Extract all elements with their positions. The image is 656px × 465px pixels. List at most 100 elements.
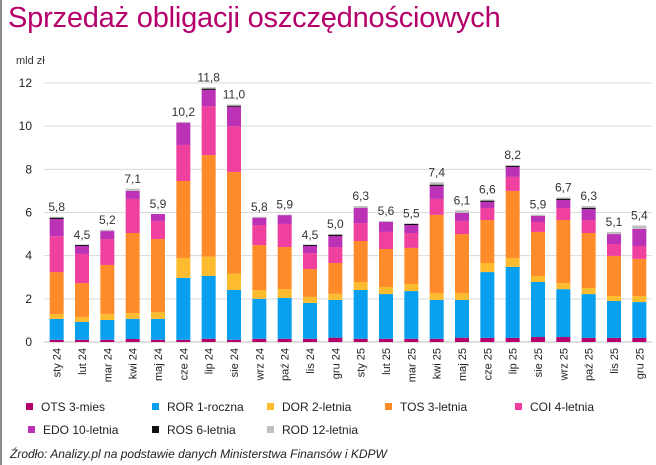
bar-segment — [303, 245, 317, 254]
y-tick-label: 0 — [25, 335, 32, 349]
bar-segment — [429, 182, 444, 185]
bar-segment — [277, 338, 292, 342]
bar-segment — [632, 302, 647, 338]
bar-segment — [277, 215, 292, 224]
bar-segment — [125, 318, 140, 339]
bar-segment — [556, 337, 571, 342]
bar-segment — [429, 214, 444, 294]
source-note: Źrodło: Analizy.pl na podstawie danych M… — [10, 447, 387, 461]
bar-segment — [201, 87, 216, 89]
bar-segment — [505, 266, 520, 338]
legend-swatch — [152, 403, 159, 410]
bar-segment — [49, 313, 64, 319]
bar-segment — [607, 244, 621, 256]
chart-area: mld zł 0 2 4 6 8 10 12 5,8 sty 24 4,5 lut 24 5,2 mar … — [16, 55, 652, 382]
legend-item-dor: DOR 2-letnia — [267, 400, 351, 414]
bar-segment — [581, 288, 596, 295]
bar-segment — [632, 337, 647, 342]
bar-segment — [49, 339, 64, 342]
bar-segment — [556, 198, 571, 200]
bar-segment — [100, 339, 115, 342]
bar-segment — [303, 269, 317, 297]
legend-swatch — [515, 403, 522, 410]
bar-segment — [632, 258, 647, 297]
bar-segment — [455, 234, 469, 294]
x-tick-label: wrz 24 — [254, 348, 266, 381]
legend-label: ROS 6-letnia — [167, 423, 236, 437]
bar-segment — [328, 263, 343, 294]
bar-segment — [303, 296, 317, 303]
y-tick-label: 10 — [19, 119, 33, 133]
x-tick-label: maj 25 — [457, 348, 469, 381]
x-tick-label: wrz 25 — [558, 348, 570, 381]
x-tick-label: kwi 24 — [128, 348, 140, 379]
bar-segment — [455, 210, 469, 213]
bar-segment — [176, 180, 191, 259]
legend-swatch — [385, 403, 392, 410]
bar-segment — [227, 171, 241, 274]
bar-segment — [455, 299, 469, 338]
bar-segment — [125, 338, 140, 342]
bar-segment — [176, 339, 191, 342]
bar-segment — [176, 258, 191, 278]
bar-segment — [201, 275, 216, 339]
x-tick-label: cze 25 — [482, 348, 494, 380]
bar-segment — [303, 244, 317, 246]
legend-swatch — [28, 426, 35, 433]
bar-segment — [379, 221, 393, 232]
bar-segment — [151, 311, 165, 319]
bar-segment — [176, 144, 191, 181]
x-tick-label: lut 25 — [381, 348, 393, 375]
legend-item-ots: OTS 3-mies — [26, 400, 105, 414]
data-label: 5,4 — [631, 208, 648, 222]
bar-segment — [252, 338, 267, 342]
bar-segment — [49, 318, 64, 340]
bar-segment — [404, 223, 419, 224]
bar-segment — [480, 337, 495, 342]
bar-segment — [227, 104, 241, 106]
x-tick-label: sie 24 — [229, 348, 241, 377]
bar-segment — [480, 220, 495, 264]
data-label: 5,8 — [48, 200, 65, 214]
bar-segment — [480, 201, 495, 208]
data-label: 7,1 — [124, 172, 141, 186]
bar-segment — [277, 214, 292, 216]
bar-segment — [632, 296, 647, 303]
bar-segment — [556, 289, 571, 338]
bar-segment — [379, 221, 393, 222]
bar-segment — [607, 337, 621, 342]
y-tick-label: 6 — [25, 206, 32, 220]
bar-segment — [49, 217, 64, 219]
bar-segment — [303, 253, 317, 270]
x-tick-label: paź 25 — [584, 348, 596, 381]
data-label: 8,2 — [504, 148, 521, 162]
bar-segment — [328, 234, 343, 235]
bar-segment — [353, 338, 368, 342]
legend-item-edo: EDO 10-letnia — [28, 423, 118, 437]
x-tick-label: sty 24 — [52, 348, 64, 377]
bar-segment — [125, 188, 140, 191]
bar-segment — [201, 155, 216, 257]
y-tick-label: 2 — [25, 292, 32, 306]
data-label: 5,1 — [606, 215, 623, 229]
bar-segment — [556, 220, 571, 284]
bar-segment — [328, 236, 343, 248]
bar-segment — [353, 281, 368, 290]
bar-segment — [505, 165, 520, 166]
x-tick-label: lis 24 — [305, 348, 317, 374]
bar-segment — [556, 283, 571, 290]
bar-segment — [49, 218, 64, 237]
data-label: 4,5 — [74, 228, 91, 242]
bar-segment — [581, 294, 596, 338]
bar-segment — [277, 247, 292, 290]
bar-segment — [455, 220, 469, 235]
x-tick-label: kwi 25 — [432, 348, 444, 379]
bar-segment — [556, 199, 571, 208]
bar-segment — [125, 233, 140, 314]
x-tick-label: gru 24 — [330, 348, 342, 379]
bar-segment — [75, 316, 89, 322]
data-label: 5,2 — [99, 213, 116, 227]
bar-segment — [176, 277, 191, 340]
bar-segment — [379, 294, 393, 339]
bar-segment — [505, 337, 520, 342]
